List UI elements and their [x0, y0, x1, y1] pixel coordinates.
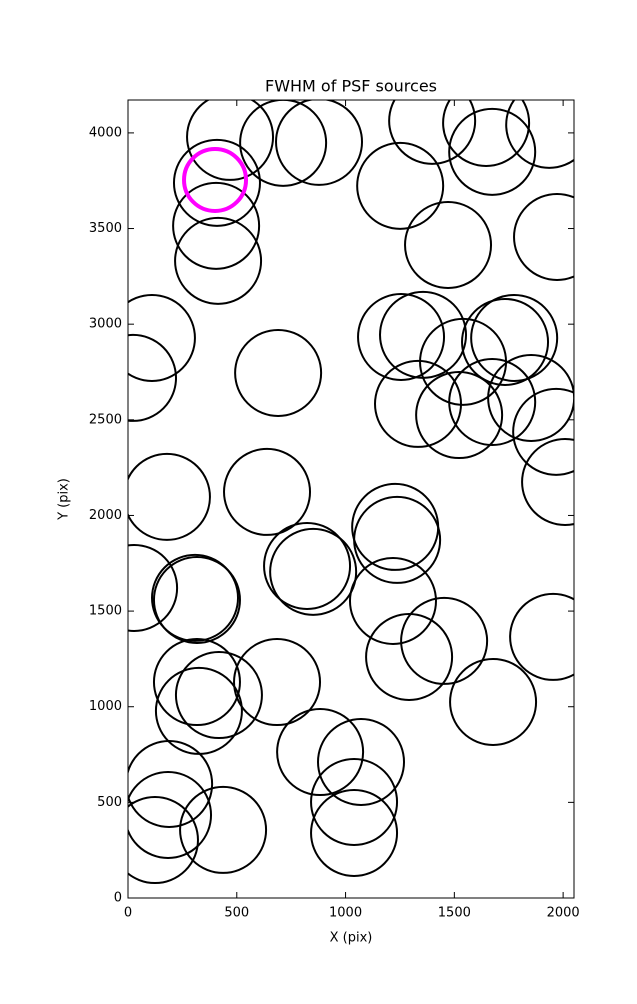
psf-source — [152, 555, 241, 644]
psf-source — [179, 785, 268, 874]
psf-source — [276, 708, 365, 797]
y-tick-label: 0 — [114, 891, 122, 906]
y-tick-label: 1000 — [89, 699, 122, 714]
psf-source — [172, 138, 261, 227]
psf-source — [448, 358, 537, 447]
chart-title: FWHM of PSF sources — [265, 77, 437, 96]
y-tick-label: 4000 — [89, 125, 122, 140]
psf-source — [239, 100, 328, 187]
psf-source — [310, 788, 399, 877]
psf-source — [348, 556, 437, 645]
psf-source — [174, 216, 263, 305]
highlighted-source — [182, 146, 249, 213]
psf-source — [234, 328, 323, 417]
psf-source — [223, 447, 312, 536]
psf-source — [487, 354, 574, 442]
psf-source — [128, 770, 213, 859]
psf-source — [263, 521, 352, 610]
psf-source — [374, 359, 463, 448]
psf-source — [310, 757, 399, 846]
y-tick-label: 1500 — [89, 604, 122, 619]
psf-source — [470, 293, 559, 382]
psf-source — [128, 543, 179, 632]
psf-source — [513, 192, 574, 281]
psf-source — [233, 638, 322, 727]
psf-source — [400, 596, 489, 685]
y-tick-label: 2500 — [89, 412, 122, 427]
psf-source — [365, 612, 454, 701]
psf-source — [275, 100, 364, 186]
y-tick-label: 3000 — [89, 317, 122, 332]
psf-source — [269, 527, 358, 616]
psf-source — [461, 297, 550, 386]
psf-source — [379, 290, 468, 379]
y-axis-label: Y (pix) — [57, 478, 72, 521]
psf-source — [449, 657, 538, 746]
psf-source — [512, 387, 574, 476]
x-tick-label: 1500 — [438, 906, 471, 921]
psf-source — [353, 495, 442, 584]
x-tick-label: 2000 — [547, 906, 580, 921]
psf-source — [151, 553, 240, 642]
x-tick-label: 1000 — [329, 906, 362, 921]
y-tick-label: 2000 — [89, 508, 122, 523]
psf-source — [521, 437, 574, 526]
psf-source — [388, 100, 477, 165]
psf-source — [404, 200, 493, 289]
psf-source — [128, 796, 199, 885]
psf-source — [174, 651, 263, 740]
psf-source — [317, 718, 406, 807]
psf-source — [128, 293, 196, 382]
axes-frame — [127, 99, 575, 899]
y-tick-label: 3500 — [89, 221, 122, 236]
psf-source — [128, 333, 177, 422]
psf-source — [128, 740, 214, 828]
psf-source — [448, 107, 537, 196]
y-tick-label: 500 — [97, 795, 122, 810]
psf-source — [442, 100, 531, 167]
psf-source — [186, 100, 275, 181]
x-tick-label: 0 — [124, 906, 132, 921]
psf-source — [415, 371, 504, 460]
psf-source — [357, 292, 446, 381]
x-tick-label: 500 — [224, 906, 249, 921]
psf-source — [509, 592, 574, 681]
psf-source — [172, 181, 261, 270]
x-axis-label: X (pix) — [330, 931, 373, 946]
psf-source — [152, 638, 241, 727]
plot-area — [128, 100, 574, 885]
psf-source — [356, 141, 445, 230]
psf-source — [128, 452, 211, 541]
psf-source — [505, 100, 574, 169]
